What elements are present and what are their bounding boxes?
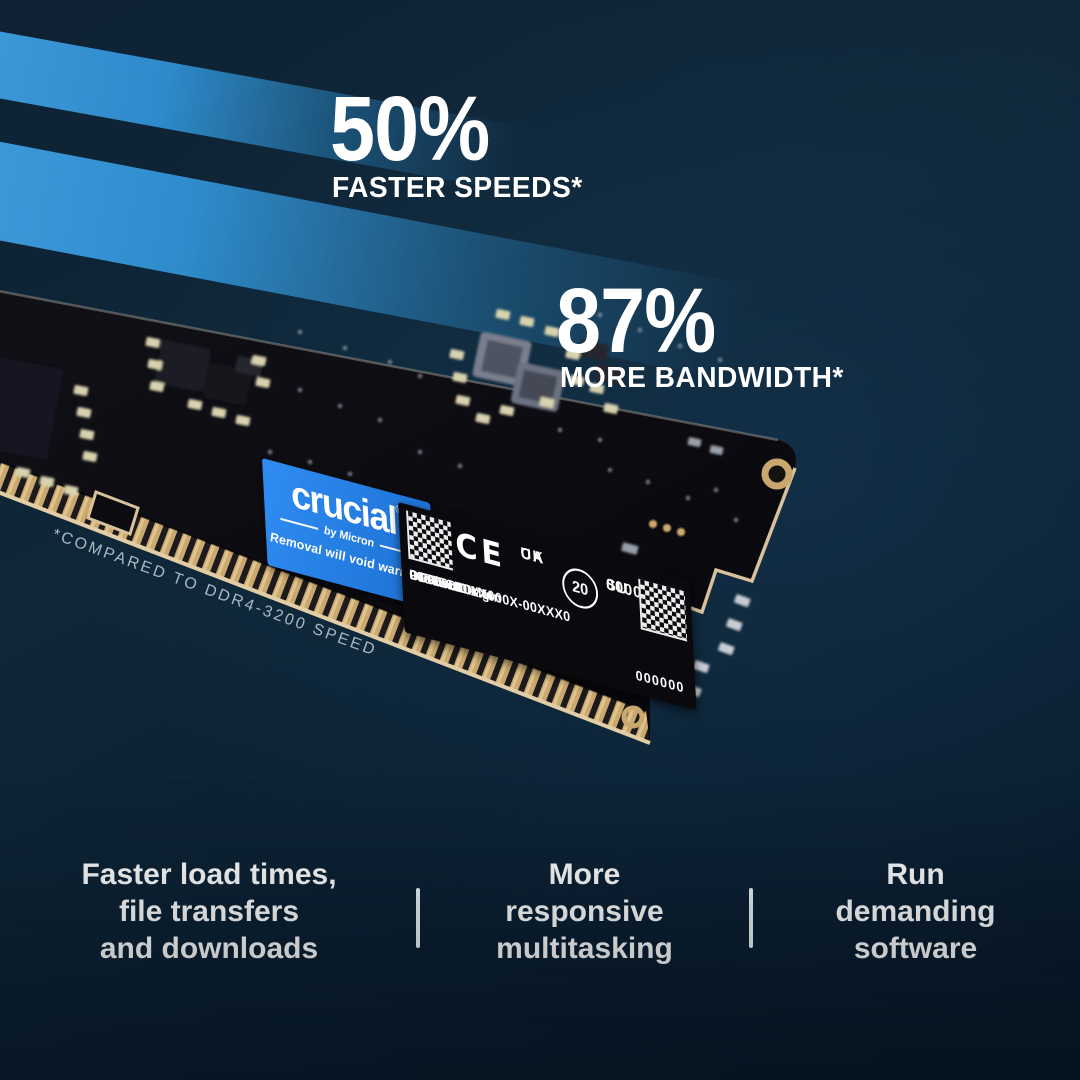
code-right-bottom: 000000 (635, 667, 685, 696)
feature-divider-left (416, 888, 420, 948)
epup-20-mark: 20 (561, 564, 600, 613)
module-type: DDR5 UDIMM (408, 566, 493, 605)
edge-half-hole (621, 705, 645, 729)
smd-components (0, 308, 751, 698)
feature-item-software: Run demanding software (835, 858, 996, 965)
key-notch (86, 490, 140, 536)
stat-50-label: FASTER SPEEDS* (332, 172, 583, 204)
stat-50-value: 50% (330, 78, 490, 180)
feature-row: Faster load times, file transfers and do… (0, 856, 1080, 967)
datamatrix-code-left (406, 510, 454, 571)
test-pads (648, 519, 686, 537)
ukca-line2: CA (520, 544, 545, 569)
feature-item-multitasking: More responsive multitasking (496, 858, 673, 965)
code-right-mid: SU (605, 575, 629, 600)
feature-divider-right (749, 888, 753, 948)
feature-item-load-times: Faster load times, file transfers and do… (81, 858, 337, 965)
stat-87-label: MORE BANDWIDTH* (560, 362, 844, 394)
mounting-hole (761, 458, 793, 490)
datamatrix-code-right (638, 578, 688, 642)
stat-87-value: 87% (556, 270, 716, 372)
ce-mark: CE (454, 525, 507, 577)
